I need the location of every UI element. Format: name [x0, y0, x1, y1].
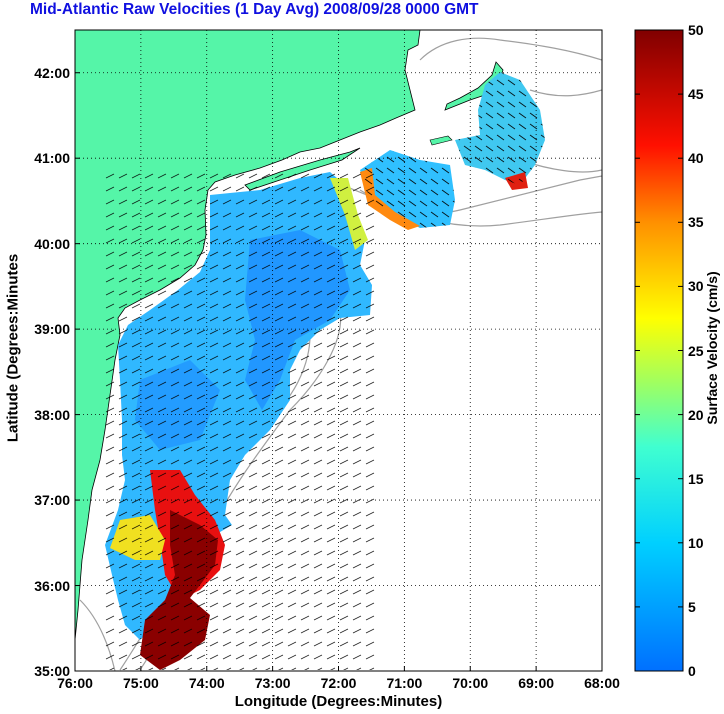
colorbar-tick-marks [635, 29, 683, 672]
colorbar-tick-label: 45 [688, 86, 704, 103]
colorbar-tick-label: 35 [688, 214, 704, 231]
map-title: Mid-Atlantic Raw Velocities (1 Day Avg) … [30, 1, 479, 18]
x-axis-label: Longitude (Degrees:Minutes) [234, 693, 443, 710]
colorbar-tick-label: 40 [688, 150, 704, 167]
x-tick-label: 69:00 [518, 675, 555, 691]
y-tick-label: 37:00 [34, 492, 70, 509]
x-tick-label: 68:00 [584, 675, 620, 691]
y-axis-label: Latitude (Degrees:Minutes [4, 253, 22, 443]
colorbar-tick-label: 5 [688, 598, 696, 615]
colorbar-tick-label: 50 [688, 22, 704, 38]
y-tick-label: 42:00 [34, 64, 70, 81]
x-tick-label: 74:00 [188, 675, 225, 691]
velocity-arrows [360, 72, 545, 228]
colorbar-tick-label: 30 [688, 278, 704, 295]
grid-lines [75, 30, 602, 671]
x-tick-label: 72:00 [320, 675, 357, 691]
y-tick-label: 41:00 [34, 150, 70, 167]
x-tick-label: 73:00 [254, 675, 291, 691]
colorbar-tick-label: 10 [688, 534, 704, 551]
y-tick-label: 35:00 [34, 663, 70, 679]
colorbar-tick-label: 0 [688, 663, 696, 679]
x-tick-label: 76:00 [57, 675, 93, 691]
x-tick-label: 70:00 [452, 675, 489, 691]
axis-tick-marks [74, 72, 603, 672]
y-tick-label: 39:00 [34, 321, 70, 338]
y-tick-label: 40:00 [34, 235, 70, 252]
y-tick-label: 36:00 [34, 577, 70, 594]
colorbar [634, 29, 684, 672]
island [429, 135, 453, 146]
colorbar-label: Surface Velocity (cm/s) [704, 271, 720, 425]
colorbar-tick-label: 25 [688, 342, 704, 359]
colorbar-tick-label: 15 [688, 470, 704, 487]
y-tick-label: 38:00 [34, 406, 70, 423]
x-tick-label: 71:00 [386, 675, 423, 691]
colorbar-tick-label: 20 [688, 406, 704, 423]
velocity-arrows-main [105, 170, 375, 670]
x-tick-label: 75:00 [122, 675, 159, 691]
